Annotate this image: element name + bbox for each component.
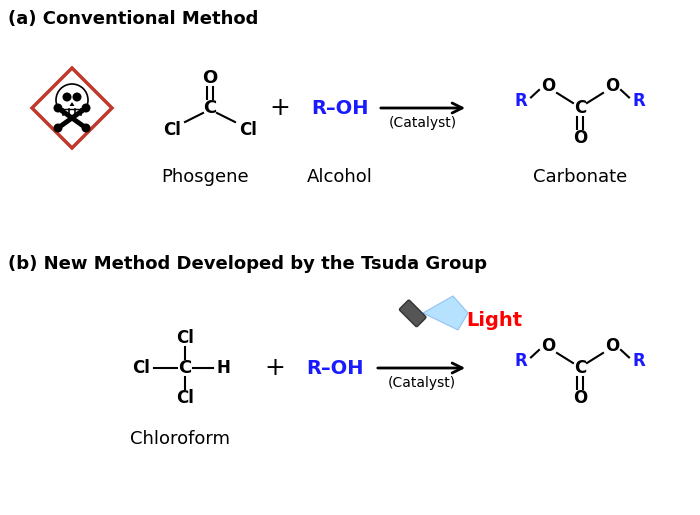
Text: R: R: [514, 92, 527, 110]
Text: O: O: [573, 389, 587, 407]
Text: Cl: Cl: [132, 359, 150, 377]
Text: Cl: Cl: [239, 121, 257, 139]
Text: C: C: [204, 99, 216, 117]
Text: O: O: [605, 77, 619, 95]
Polygon shape: [32, 68, 112, 148]
Text: (Catalyst): (Catalyst): [387, 376, 456, 390]
Text: C: C: [574, 359, 586, 377]
Circle shape: [56, 84, 88, 116]
Text: Chloroform: Chloroform: [130, 430, 230, 448]
Text: (a) Conventional Method: (a) Conventional Method: [8, 10, 258, 28]
Circle shape: [53, 124, 62, 132]
FancyBboxPatch shape: [400, 300, 426, 327]
Text: (Catalyst): (Catalyst): [389, 116, 457, 130]
Circle shape: [62, 93, 71, 101]
Circle shape: [73, 93, 81, 101]
Text: R–OH: R–OH: [312, 98, 369, 117]
Polygon shape: [423, 296, 468, 330]
Circle shape: [81, 104, 90, 112]
Text: +: +: [270, 96, 290, 120]
Text: H: H: [216, 359, 230, 377]
Text: Carbonate: Carbonate: [533, 168, 627, 186]
Text: R: R: [514, 352, 527, 370]
Text: Cl: Cl: [163, 121, 181, 139]
Text: Alcohol: Alcohol: [307, 168, 373, 186]
Text: O: O: [541, 77, 555, 95]
Text: R: R: [633, 352, 645, 370]
Text: Cl: Cl: [176, 329, 194, 347]
Text: R: R: [633, 92, 645, 110]
Circle shape: [81, 124, 90, 132]
Text: (b) New Method Developed by the Tsuda Group: (b) New Method Developed by the Tsuda Gr…: [8, 255, 487, 273]
Text: +: +: [265, 356, 286, 380]
Circle shape: [53, 104, 62, 112]
Text: O: O: [573, 129, 587, 147]
Text: O: O: [202, 69, 218, 87]
Text: R–OH: R–OH: [307, 358, 364, 377]
Text: C: C: [574, 99, 586, 117]
Text: Cl: Cl: [176, 389, 194, 407]
Text: Phosgene: Phosgene: [161, 168, 248, 186]
Text: C: C: [178, 359, 192, 377]
Text: O: O: [541, 337, 555, 355]
Text: Light: Light: [466, 311, 522, 330]
Polygon shape: [69, 102, 74, 106]
Text: O: O: [605, 337, 619, 355]
